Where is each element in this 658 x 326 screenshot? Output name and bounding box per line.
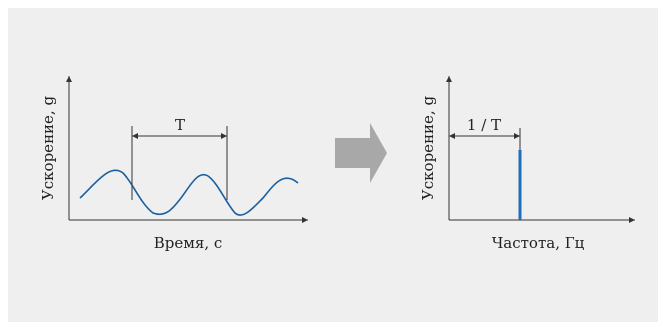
transform-arrow [335,123,387,183]
frequency-domain-chart: Ускорение, g Частота, Гц 1 / T [419,76,635,252]
diagram-panel: Ускорение, g Время, с T Ускорение, g Час… [8,8,658,322]
right-x-axis-label: Частота, Гц [492,234,585,252]
acceleration-signal [79,169,299,216]
time-domain-chart: Ускорение, g Время, с T [39,76,308,252]
left-x-axis-label: Время, с [154,234,223,252]
peak-label: 1 / T [467,116,501,134]
right-y-axis-label: Ускорение, g [419,96,437,201]
period-label: T [175,116,185,134]
diagram-canvas: Ускорение, g Время, с T Ускорение, g Час… [39,76,635,252]
left-y-axis-label: Ускорение, g [39,96,57,201]
